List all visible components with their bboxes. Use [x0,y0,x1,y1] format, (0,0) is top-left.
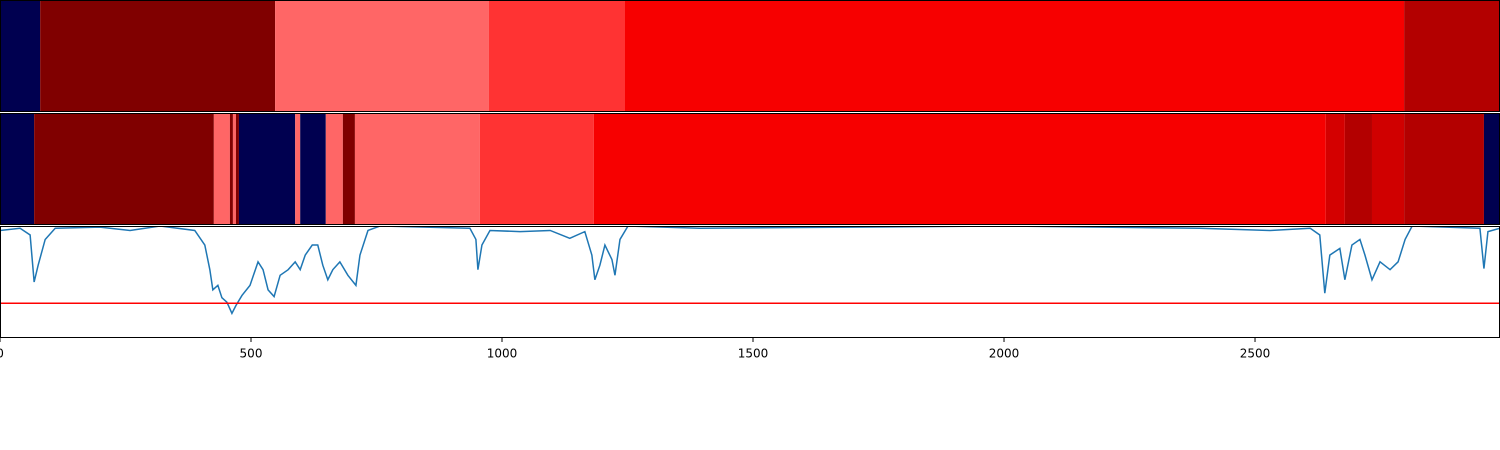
band-segment [275,0,489,112]
band-segment [1344,113,1372,225]
band-segment [1325,113,1345,225]
band-segment [1371,113,1405,225]
x-tick-label: 1500 [738,347,769,361]
band-segment [625,0,1405,112]
band-segment [0,113,35,225]
x-tick-label: 2000 [989,347,1020,361]
x-tick-label: 2500 [1240,347,1271,361]
plot-frame [0,226,1500,338]
band-segment [1404,113,1484,225]
band-segment [479,113,594,225]
band-segment [593,113,1326,225]
band-segment [354,113,480,225]
band-segment [238,113,296,225]
band-segment [232,113,236,225]
band-segment [300,113,326,225]
data-line [0,226,1500,316]
x-tick-label: 0 [0,347,4,361]
band-segment [213,113,230,225]
band-segment [40,0,276,112]
band-segment [295,113,301,225]
band-segment [0,0,41,112]
band-segment [229,113,233,225]
band-segment [1404,0,1500,112]
band-segment [235,113,239,225]
x-tick-label: 500 [240,347,263,361]
x-tick-label: 1000 [487,347,518,361]
band-segment [325,113,343,225]
band-segment [34,113,214,225]
band-segment [488,0,625,112]
band-segment [1483,113,1500,225]
band-segment [342,113,355,225]
